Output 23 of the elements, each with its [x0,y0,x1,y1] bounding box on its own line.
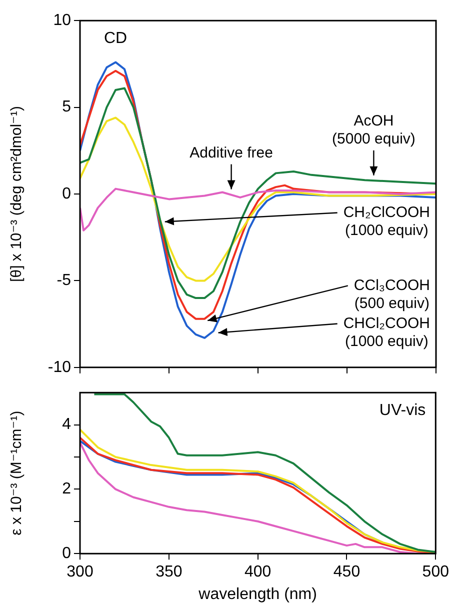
annotation: Additive free [190,144,273,162]
x-tick-label: 450 [333,564,360,581]
y-tick-label: 5 [62,98,72,116]
annotation: CCl₃COOH (500 equiv) [354,276,430,312]
y-tick-label: 0 [62,545,72,562]
annotation: CH₂ClCOOH (1000 equiv) [343,204,430,239]
y-tick-label: 4 [62,416,72,434]
y-tick-label: 0 [62,185,72,202]
x-tick-label: 500 [422,564,450,581]
y-tick-label: -5 [56,272,72,290]
y-tick-label: -10 [48,358,72,376]
text: CD [104,30,128,48]
x-tick-label: 300 [66,564,94,581]
y-tick-label: 2 [62,480,72,498]
annotation: AcOH (5000 equiv) [332,112,416,148]
text: UV-vis [379,402,426,420]
y-axis-title: [θ] x 10⁻³ (deg cm²dmol⁻¹) [8,106,26,282]
x-axis-title: wavelength (nm) [198,586,317,603]
x-tick-label: 400 [244,564,272,581]
y-axis-title: ε x 10⁻³ (M⁻¹cm⁻¹) [8,410,26,536]
x-tick-label: 350 [156,564,182,581]
y-tick-label: 10 [53,12,72,30]
annotation: CHCl₂COOH (1000 equiv) [343,314,430,350]
